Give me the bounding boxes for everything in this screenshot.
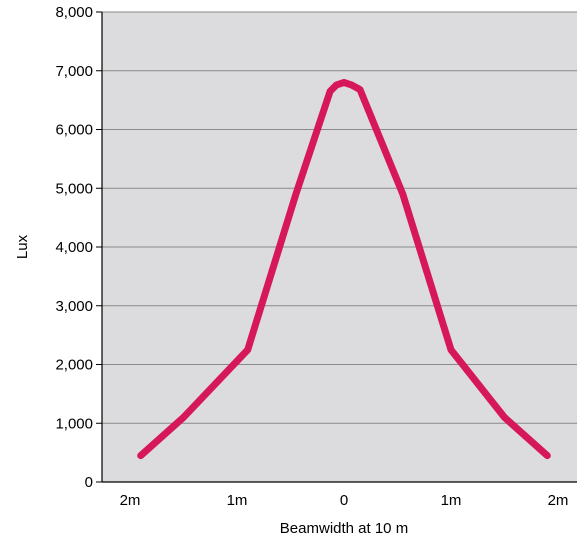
series-group [137, 79, 551, 460]
y-tick-label: 5,000 [55, 180, 93, 197]
y-tick-label: 4,000 [55, 239, 93, 256]
x-tick-label: 0 [340, 492, 348, 509]
y-tick-label: 1,000 [55, 415, 93, 432]
y-tick-label: 3,000 [55, 298, 93, 315]
x-tick-label: 1m [441, 492, 462, 509]
y-axis-title: Lux [14, 234, 31, 259]
x-axis-title: Beamwidth at 10 m [280, 520, 408, 537]
x-tick-label: 2m [548, 492, 569, 509]
y-tick-label: 2,000 [55, 357, 93, 374]
x-tick-label: 1m [227, 492, 248, 509]
y-tick-label: 6,000 [55, 122, 93, 139]
y-tick-label: 8,000 [55, 4, 93, 21]
x-tick-label: 2m [120, 492, 141, 509]
y-tick-label: 0 [85, 474, 93, 491]
x-axis: 2m 1m 0 1m 2m [102, 481, 577, 509]
y-axis: 0 1,000 2,000 3,000 4,000 5,000 6,000 7,000 8,00… [55, 4, 103, 491]
y-tick-label: 7,000 [55, 63, 93, 80]
